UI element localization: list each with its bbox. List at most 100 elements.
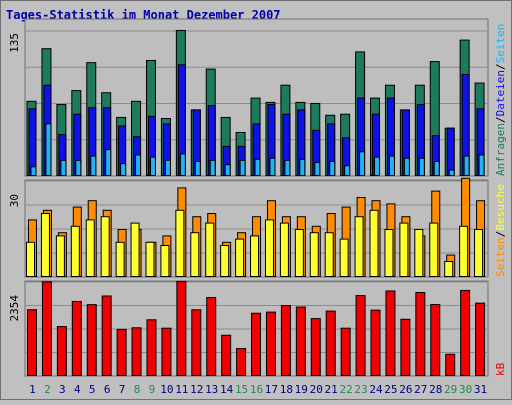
day-label-22: 22 xyxy=(339,383,352,396)
bottom-bar-kb-day-30 xyxy=(460,289,471,376)
bottom-bar-kb-day-3 xyxy=(56,326,67,376)
middle-bar-besuche-day-19 xyxy=(294,229,304,277)
top-bar-dateien-day-29 xyxy=(446,127,455,177)
day-label-20: 20 xyxy=(310,383,323,396)
bottom-bar-kb-day-4 xyxy=(71,300,82,377)
middle-legend: Seiten/Besuche xyxy=(494,184,507,277)
day-label-10: 10 xyxy=(160,383,173,396)
middle-bar-besuche-day-26 xyxy=(399,222,409,278)
middle-bar-besuche-day-23 xyxy=(354,216,364,277)
bottom-bar-kb-day-22 xyxy=(340,327,351,377)
top-bar-seiten-day-7 xyxy=(120,163,127,177)
bottom-bar-kb-day-31 xyxy=(475,302,486,377)
bottom-max-label: 2354 xyxy=(8,295,21,322)
bottom-bar-kb-day-13 xyxy=(206,297,217,377)
bottom-bar-kb-day-15 xyxy=(236,348,247,377)
top-bar-seiten-day-24 xyxy=(374,156,381,177)
top-legend-dateien: Dateien xyxy=(494,70,507,116)
middle-bar-besuche-day-28 xyxy=(429,222,439,278)
day-label-16: 16 xyxy=(250,383,263,396)
day-label-2: 2 xyxy=(44,383,51,396)
day-label-15: 15 xyxy=(235,383,248,396)
top-bar-seiten-day-11 xyxy=(179,153,186,176)
top-legend-separator: / xyxy=(494,116,507,123)
middle-legend-seiten: Seiten xyxy=(494,237,507,277)
top-legend-anfragen: Anfragen xyxy=(494,123,507,176)
day-label-12: 12 xyxy=(190,383,203,396)
day-label-29: 29 xyxy=(444,383,457,396)
day-label-4: 4 xyxy=(74,383,81,396)
middle-bar-besuche-day-12 xyxy=(190,232,200,277)
top-bar-seiten-day-13 xyxy=(209,159,216,176)
top-bar-seiten-day-1 xyxy=(30,166,37,176)
day-label-1: 1 xyxy=(29,383,36,396)
middle-legend-separator: / xyxy=(494,231,507,238)
day-label-3: 3 xyxy=(59,383,66,396)
top-bar-seiten-day-6 xyxy=(105,149,112,176)
bottom-bar-kb-day-9 xyxy=(146,319,157,376)
bottom-bar-kb-day-29 xyxy=(445,353,456,377)
bottom-bar-kb-day-12 xyxy=(191,309,202,377)
top-bar-seiten-day-22 xyxy=(344,165,351,177)
day-label-30: 30 xyxy=(459,383,472,396)
middle-bar-besuche-day-29 xyxy=(444,261,454,277)
middle-bar-besuche-day-18 xyxy=(279,222,289,278)
day-label-9: 9 xyxy=(149,383,156,396)
day-label-25: 25 xyxy=(384,383,397,396)
top-bar-seiten-day-3 xyxy=(60,159,67,176)
top-bar-seiten-day-12 xyxy=(194,160,201,177)
day-label-11: 11 xyxy=(175,383,188,396)
middle-bar-besuche-day-6 xyxy=(100,216,110,277)
top-bar-seiten-day-21 xyxy=(329,160,336,177)
bottom-bar-kb-day-2 xyxy=(41,281,52,376)
day-label-28: 28 xyxy=(429,383,442,396)
top-bar-seiten-day-31 xyxy=(478,154,485,177)
bottom-bar-kb-day-5 xyxy=(86,304,97,376)
day-label-31: 31 xyxy=(474,383,487,396)
middle-bar-besuche-day-3 xyxy=(55,235,65,277)
top-bar-seiten-day-4 xyxy=(75,159,82,176)
top-bar-seiten-day-25 xyxy=(388,155,395,176)
day-label-6: 6 xyxy=(104,383,111,396)
day-label-14: 14 xyxy=(220,383,234,396)
bottom-bar-kb-day-19 xyxy=(295,306,306,377)
top-bar-seiten-day-20 xyxy=(314,162,321,176)
middle-bar-besuche-day-1 xyxy=(26,241,35,278)
middle-bar-besuche-day-27 xyxy=(414,229,424,277)
day-label-23: 23 xyxy=(354,383,367,396)
bottom-bar-kb-day-10 xyxy=(161,327,172,377)
bottom-bar-kb-day-8 xyxy=(131,327,142,377)
middle-bar-besuche-day-24 xyxy=(369,209,379,277)
top-bar-seiten-day-18 xyxy=(284,159,291,176)
bottom-bar-kb-day-24 xyxy=(370,309,381,376)
middle-bar-besuche-day-15 xyxy=(235,238,245,278)
bottom-legend-kb: kB xyxy=(494,362,507,376)
middle-bar-besuche-day-10 xyxy=(160,245,170,277)
top-bar-seiten-day-2 xyxy=(45,123,52,176)
day-label-21: 21 xyxy=(325,383,338,396)
top-bar-seiten-day-23 xyxy=(359,151,366,176)
day-label-13: 13 xyxy=(205,383,218,396)
bottom-bar-kb-day-16 xyxy=(251,312,262,376)
bottom-bar-kb-day-6 xyxy=(101,295,112,377)
bottom-bar-kb-day-11 xyxy=(176,280,187,376)
top-bar-seiten-day-8 xyxy=(135,154,142,177)
middle-bar-besuche-day-9 xyxy=(145,241,155,278)
day-label-19: 19 xyxy=(295,383,308,396)
top-bar-seiten-day-5 xyxy=(90,155,97,176)
middle-bar-besuche-day-16 xyxy=(250,235,260,277)
middle-legend-besuche: Besuche xyxy=(494,184,507,230)
middle-bar-besuche-day-31 xyxy=(474,229,484,277)
day-label-8: 8 xyxy=(134,383,141,396)
middle-bar-besuche-day-8 xyxy=(130,222,140,278)
top-bar-seiten-day-30 xyxy=(463,155,470,176)
day-label-26: 26 xyxy=(399,383,412,396)
middle-bar-besuche-day-14 xyxy=(220,245,230,277)
middle-bar-besuche-day-30 xyxy=(459,225,469,278)
middle-bar-besuche-day-20 xyxy=(309,232,319,277)
bottom-bar-kb-day-7 xyxy=(116,328,127,377)
middle-bar-besuche-day-21 xyxy=(324,232,334,277)
middle-bar-besuche-day-4 xyxy=(70,225,80,278)
bottom-bar-kb-day-26 xyxy=(400,318,411,377)
